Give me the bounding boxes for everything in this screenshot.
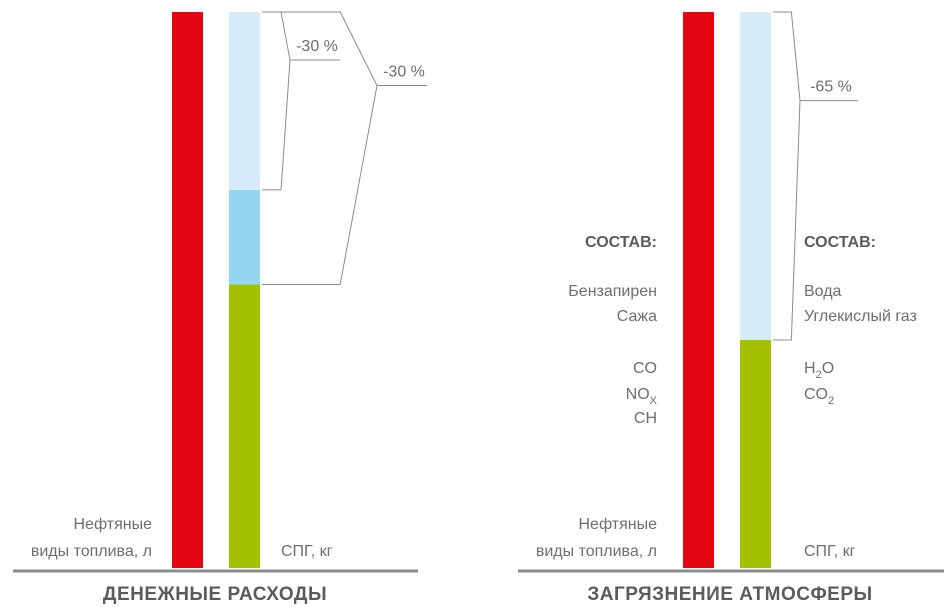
reduction-bracket — [773, 11, 801, 341]
formula-h2o-base: H — [804, 360, 816, 377]
formula-h2o-sub: 2 — [816, 369, 822, 381]
reduction-label: -65 % — [810, 79, 852, 96]
composition-heading-right: СОСТАВ: — [804, 234, 876, 251]
bar-label-petroleum-line2: виды топлива, л — [31, 543, 152, 560]
composition-left-item: Сажа — [617, 308, 657, 325]
bar-segment-lng-1 — [229, 189, 260, 285]
chart-title: ДЕНЕЖНЫЕ РАСХОДЫ — [103, 584, 327, 605]
bar-segment-lng-0 — [740, 340, 771, 568]
composition-right-item: Углекислый газ — [804, 308, 917, 325]
bar-segment-lng-2 — [229, 12, 260, 190]
bar-segment-lng-0 — [229, 284, 260, 568]
bar-label-lng: СПГ, кг — [281, 543, 333, 560]
composition-right-item: Вода — [804, 283, 842, 300]
formula-h2o: H2O — [804, 360, 834, 381]
bar-label-petroleum-line1: Нефтяные — [579, 516, 658, 533]
bar-label-petroleum-line2: виды топлива, л — [536, 543, 657, 560]
composition-heading-left: СОСТАВ: — [585, 234, 657, 251]
formula-nox-sub: X — [650, 395, 658, 407]
chart-money-costs: -30 % -30 % Нефтяные виды топлива, л СПГ,… — [13, 11, 427, 605]
formula-co: CO — [633, 360, 657, 377]
bar-segment-petroleum-0 — [683, 12, 714, 568]
bar-label-lng: СПГ, кг — [804, 543, 856, 560]
formula-h2o-tail: O — [822, 360, 834, 377]
formula-nox-base: NO — [626, 386, 650, 403]
bar-segment-petroleum-0 — [172, 12, 203, 568]
reduction-label: -30 % — [383, 64, 425, 81]
reduction-label: -30 % — [296, 38, 338, 55]
formula-co2-base: CO — [804, 386, 828, 403]
formula-co2-sub: 2 — [828, 395, 834, 407]
reduction-bracket — [262, 11, 291, 191]
composition-left-item: Бензапирен — [568, 283, 657, 300]
chart-air-pollution: -65 % СОСТАВ: Бензапирен Сажа CO NOX CH … — [518, 11, 944, 605]
bar-label-petroleum-line1: Нефтяные — [74, 516, 153, 533]
bar-segment-lng-1 — [740, 12, 771, 341]
formula-nox: NOX — [626, 386, 658, 407]
formula-co2: CO2 — [804, 386, 834, 407]
formula-ch: CH — [634, 410, 657, 427]
chart-title: ЗАГРЯЗНЕНИЕ АТМОСФЕРЫ — [587, 584, 872, 605]
